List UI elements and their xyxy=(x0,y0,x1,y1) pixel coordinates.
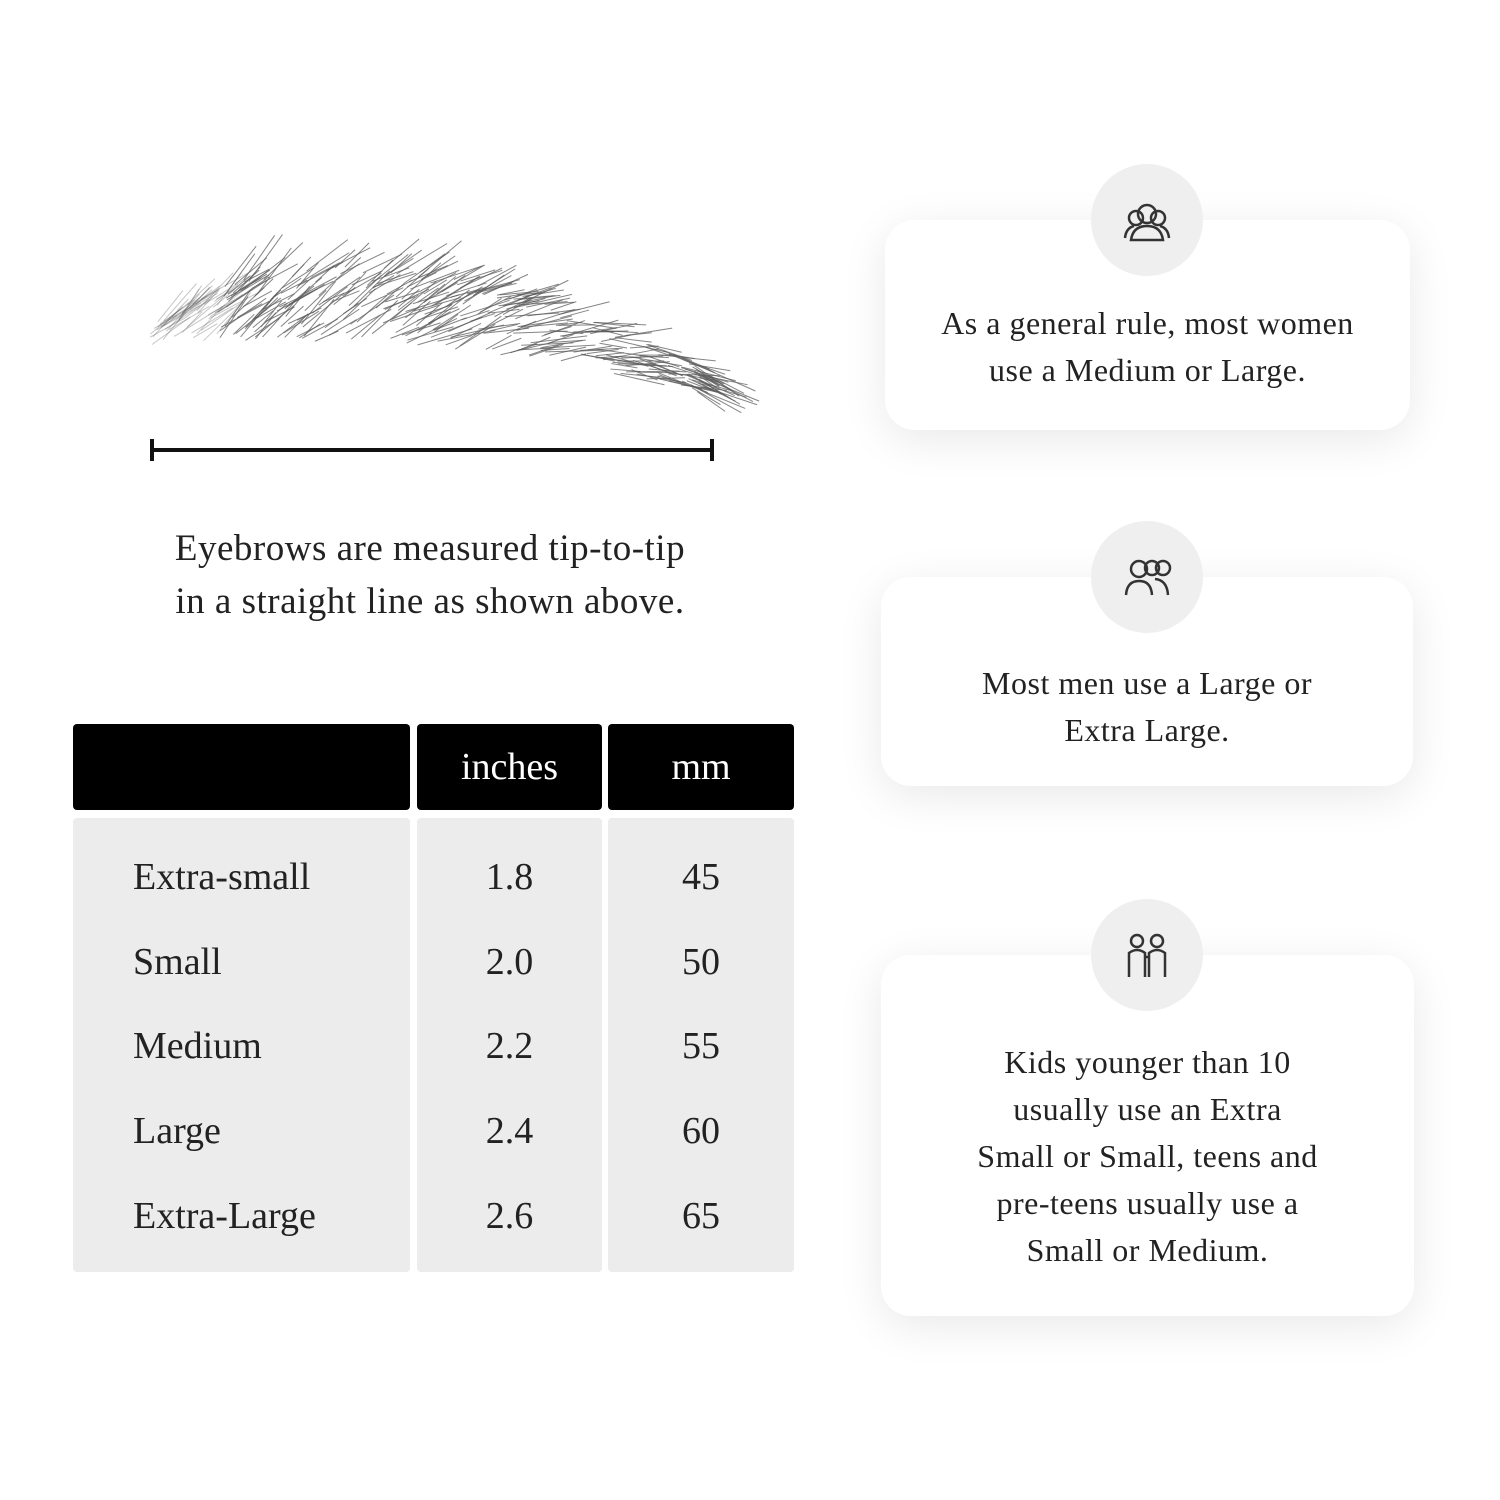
card-icon xyxy=(1091,521,1203,633)
size-value: 1.8 xyxy=(485,856,534,898)
card-line: Extra Large. xyxy=(1064,712,1230,748)
card-text: Most men use a Large or Extra Large. xyxy=(881,660,1413,754)
icon-graphic xyxy=(1123,203,1171,242)
card-line: use a Medium or Large. xyxy=(989,352,1306,388)
table-column xyxy=(417,818,602,1272)
icon-graphic xyxy=(1124,559,1172,596)
size-name: Extra-Large xyxy=(133,1194,316,1237)
size-value: 60 xyxy=(682,1110,720,1153)
caption-line: Eyebrows are measured tip-to-tip xyxy=(174,528,686,569)
size-value: 50 xyxy=(682,940,720,983)
card-text: As a general rule, most women use a Mediu… xyxy=(885,300,1410,394)
card-icon xyxy=(1091,899,1203,1011)
size-value: 45 xyxy=(682,856,720,898)
table-column xyxy=(73,818,410,1272)
size-value: 2.6 xyxy=(485,1194,534,1237)
header-cell: inches xyxy=(417,724,602,810)
size-value: 2.4 xyxy=(485,1110,534,1153)
icon-graphic xyxy=(1127,933,1167,977)
caption-line: in a straight line as shown above. xyxy=(175,581,685,622)
size-value: 2.0 xyxy=(485,940,534,983)
size-value: 55 xyxy=(682,1025,720,1068)
size-name: Medium xyxy=(133,1025,262,1068)
size-value: 65 xyxy=(682,1194,720,1237)
header-cell: mm xyxy=(608,724,794,810)
info-card xyxy=(881,955,1414,1316)
size-name: Large xyxy=(133,1110,221,1153)
caption: Eyebrows are measured tip-to-tip in a str… xyxy=(80,522,780,628)
size-name: Extra-small xyxy=(133,856,311,898)
table-column xyxy=(608,818,794,1272)
eyebrow-illustration xyxy=(149,234,760,461)
card-line: pre-teens usually use a xyxy=(996,1185,1299,1221)
card-text: Kids younger than 10 usually use an Extra… xyxy=(881,1039,1414,1274)
card-line: Small or Small, teens and xyxy=(977,1138,1318,1174)
size-name: Small xyxy=(133,940,222,983)
card-line: Small or Medium. xyxy=(1026,1232,1269,1268)
card-line: usually use an Extra xyxy=(1013,1091,1282,1127)
card-icon xyxy=(1091,164,1203,276)
header-cell xyxy=(73,724,410,810)
card-line: As a general rule, most women xyxy=(941,305,1354,341)
size-value: 2.2 xyxy=(485,1025,534,1068)
card-line: Kids younger than 10 xyxy=(1004,1044,1291,1080)
card-line: Most men use a Large or xyxy=(982,665,1312,701)
